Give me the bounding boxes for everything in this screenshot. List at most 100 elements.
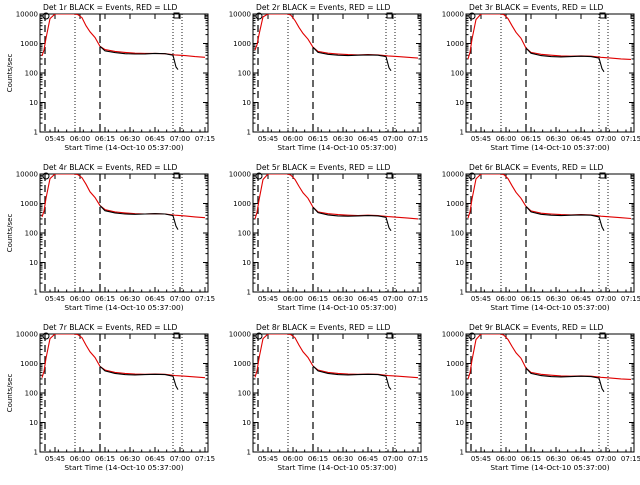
flag-marker [42, 332, 50, 340]
series-events-line [99, 205, 179, 230]
x-tick-label: 06:45 [358, 135, 378, 143]
y-tick-label: 10 [29, 99, 38, 107]
x-tick-label: 07:15 [195, 455, 215, 463]
series-events-line [312, 365, 392, 390]
y-tick-label: 1000 [20, 360, 38, 368]
x-tick-label: 07:00 [170, 295, 190, 303]
plot-frame [465, 173, 635, 293]
x-tick-label: 05:45 [471, 135, 491, 143]
x-tick-label: 06:00 [70, 295, 90, 303]
flag-box [173, 332, 180, 339]
plot-frame [252, 333, 422, 453]
y-tick-label: 1000 [446, 40, 464, 48]
x-axis-label: Start Time (14-Oct-10 05:37:00) [277, 303, 396, 312]
x-tick-label: 07:15 [621, 135, 640, 143]
x-tick-label: 06:30 [546, 455, 566, 463]
x-tick-label: 06:30 [546, 295, 566, 303]
y-tick-label: 100 [238, 390, 251, 398]
x-tick-label: 06:00 [70, 135, 90, 143]
x-tick-label: 07:00 [383, 135, 403, 143]
flag-marker [468, 12, 476, 20]
x-tick-label: 07:00 [383, 295, 403, 303]
flag-box [386, 12, 393, 19]
y-tick-label: 100 [25, 230, 38, 238]
series-lld-line [467, 334, 632, 380]
chart-title: Det 8r BLACK = Events, RED = LLD [256, 323, 391, 332]
y-tick-label: 1 [34, 289, 38, 297]
x-tick-label: 06:15 [521, 135, 541, 143]
plot-frame [252, 173, 422, 293]
x-tick-label: 07:00 [596, 135, 616, 143]
series-lld-line [41, 14, 206, 58]
x-axis-label: Start Time (14-Oct-10 05:37:00) [64, 143, 183, 152]
y-tick-label: 1000 [233, 40, 251, 48]
x-tick-label: 06:45 [145, 135, 165, 143]
x-tick-label: 07:00 [170, 135, 190, 143]
x-axis-label: Start Time (14-Oct-10 05:37:00) [490, 463, 609, 472]
flag-marker [255, 172, 263, 180]
series-events-line [312, 206, 392, 232]
y-tick-label: 10000 [229, 331, 251, 339]
x-tick-label: 05:45 [258, 135, 278, 143]
x-axis-label: Start Time (14-Oct-10 05:37:00) [490, 303, 609, 312]
series-lld-line [254, 334, 419, 379]
series-events-line [99, 45, 179, 70]
series-lld-line [254, 14, 419, 59]
y-tick-label: 1000 [20, 40, 38, 48]
series-lld-line [254, 174, 419, 220]
x-tick-label: 05:45 [45, 295, 65, 303]
plot-frame [465, 13, 635, 133]
y-tick-label: 10 [242, 419, 251, 427]
x-tick-label: 06:15 [521, 455, 541, 463]
y-tick-label: 10000 [16, 11, 38, 19]
x-tick-label: 06:30 [120, 295, 140, 303]
chart-title: Det 5r BLACK = Events, RED = LLD [256, 163, 391, 172]
flag-box [386, 332, 393, 339]
x-tick-label: 06:30 [120, 135, 140, 143]
y-tick-label: 1 [247, 129, 251, 137]
y-axis-label: Counts/sec [6, 54, 14, 93]
flag-marker [468, 332, 476, 340]
series-events-line [525, 47, 605, 73]
y-tick-label: 1000 [20, 200, 38, 208]
y-tick-label: 1 [460, 449, 464, 457]
x-tick-label: 06:15 [308, 295, 328, 303]
series-lld-line [467, 174, 632, 220]
plot-frame [39, 173, 209, 293]
x-tick-label: 05:45 [471, 295, 491, 303]
x-tick-label: 05:45 [471, 455, 491, 463]
x-tick-label: 07:15 [408, 455, 428, 463]
y-tick-label: 1000 [446, 200, 464, 208]
flag-box [599, 172, 606, 179]
y-tick-label: 10000 [442, 331, 464, 339]
y-tick-label: 1 [460, 289, 464, 297]
chart-title: Det 9r BLACK = Events, RED = LLD [469, 323, 604, 332]
x-tick-label: 06:45 [571, 135, 591, 143]
series-events-line [312, 46, 392, 72]
y-tick-label: 10 [455, 99, 464, 107]
x-tick-label: 06:15 [95, 455, 115, 463]
chart-title: Det 6r BLACK = Events, RED = LLD [469, 163, 604, 172]
x-tick-label: 07:15 [195, 135, 215, 143]
y-tick-label: 1000 [446, 360, 464, 368]
y-tick-label: 10000 [442, 11, 464, 19]
x-tick-label: 06:15 [308, 135, 328, 143]
flag-box [386, 172, 393, 179]
x-tick-label: 06:00 [283, 295, 303, 303]
y-tick-label: 10000 [229, 171, 251, 179]
x-tick-label: 06:15 [95, 295, 115, 303]
chart-title: Det 3r BLACK = Events, RED = LLD [469, 3, 604, 12]
x-tick-label: 05:45 [258, 455, 278, 463]
y-tick-label: 100 [25, 70, 38, 78]
flag-box [173, 12, 180, 19]
plot-frame [39, 333, 209, 453]
series-lld-line [467, 14, 632, 60]
x-tick-label: 06:00 [283, 455, 303, 463]
x-tick-label: 07:15 [621, 455, 640, 463]
y-tick-label: 100 [451, 70, 464, 78]
flag-box [599, 12, 606, 19]
x-tick-label: 06:15 [95, 135, 115, 143]
flag-marker [255, 12, 263, 20]
chart-panel-9: Det 9r BLACK = Events, RED = LLD 1 10 100 10… [442, 323, 640, 472]
y-axis-label: Counts/sec [6, 214, 14, 253]
